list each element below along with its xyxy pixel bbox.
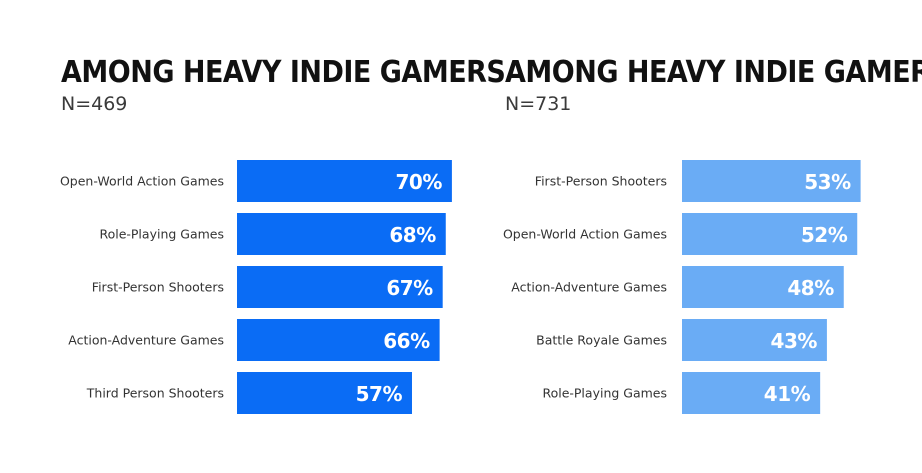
bar (237, 266, 443, 308)
chart-subtitle: N=731 (505, 93, 572, 115)
chart-panel-right: AMONG HEAVY INDIE GAMERS N=731 First-Per… (461, 0, 922, 473)
bar (237, 160, 452, 202)
category-label: Third Person Shooters (86, 386, 224, 401)
bar (237, 213, 446, 255)
value-label: 53% (804, 170, 851, 194)
chart-title: AMONG HEAVY INDIE GAMERS (61, 55, 506, 90)
value-label: 68% (389, 223, 436, 247)
chart-panel-left: AMONG HEAVY INDIE GAMERS N=469 Open-Worl… (60, 55, 506, 414)
bar (682, 372, 821, 414)
bar (682, 266, 844, 308)
bar (237, 319, 440, 361)
bar-chart-right: First-Person Shooters 53% Open-World Actio… (503, 160, 861, 414)
value-label: 43% (771, 329, 818, 353)
value-label: 66% (383, 329, 430, 353)
value-label: 41% (764, 382, 811, 406)
category-label: Role-Playing Games (542, 386, 667, 401)
category-label: Open-World Action Games (60, 174, 224, 189)
category-label: First-Person Shooters (535, 174, 667, 189)
category-label: Battle Royale Games (536, 333, 667, 348)
value-label: 52% (801, 223, 848, 247)
value-label: 70% (396, 170, 443, 194)
chart-title: AMONG HEAVY INDIE GAMERS (505, 55, 922, 90)
category-label: First-Person Shooters (92, 280, 224, 295)
bar (682, 213, 858, 255)
bar (682, 160, 861, 202)
category-label: Open-World Action Games (503, 227, 667, 242)
value-label: 57% (356, 382, 403, 406)
category-label: Action-Adventure Games (511, 280, 667, 295)
bar (682, 319, 827, 361)
category-label: Role-Playing Games (99, 227, 224, 242)
bar (237, 372, 412, 414)
value-label: 67% (386, 276, 433, 300)
value-label: 48% (787, 276, 834, 300)
category-label: Action-Adventure Games (68, 333, 224, 348)
chart-subtitle: N=469 (61, 93, 128, 115)
bar-chart-left: Open-World Action Games 70% Role-Playing G… (60, 160, 452, 414)
